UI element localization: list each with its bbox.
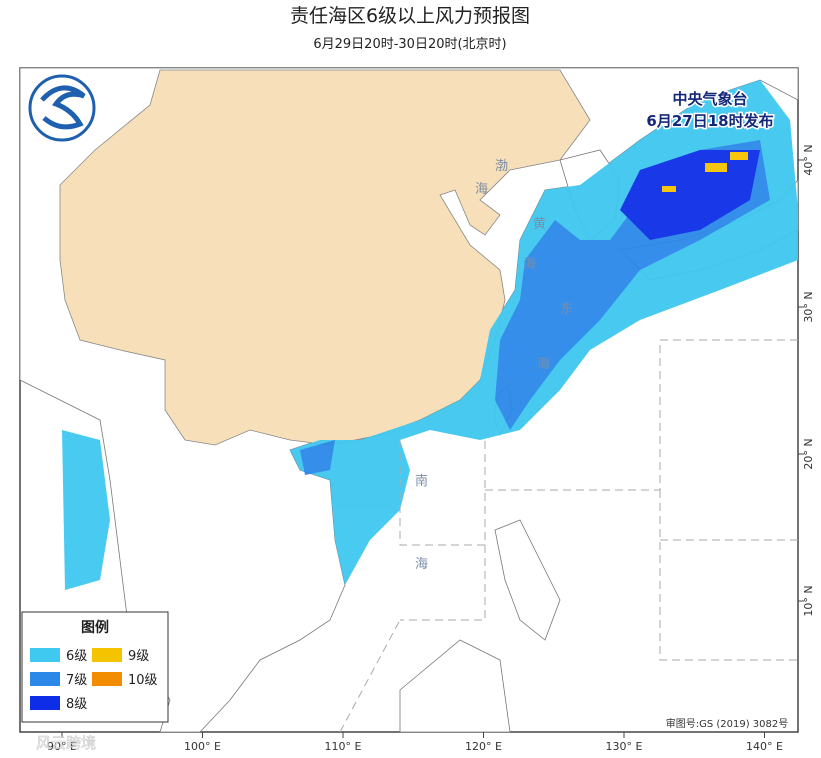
sea-label: 海 <box>523 257 536 272</box>
map-number: 审图号:GS (2019) 3082号 <box>666 717 789 730</box>
watermark: 风云跨境 <box>36 734 96 752</box>
sea-label: 黄 <box>533 217 546 232</box>
legend-swatch <box>92 672 122 686</box>
legend-swatch <box>92 648 122 662</box>
legend-swatch <box>30 648 60 662</box>
wind-area-6 <box>62 430 110 590</box>
longitude-label: 90° E <box>47 740 77 753</box>
longitude-label: 110° E <box>325 740 362 753</box>
legend-label: 9级 <box>128 649 149 664</box>
legend-label: 8级 <box>66 697 87 712</box>
longitude-labels: 90° E 100° E 110° E 120° E 130° E 140° E <box>47 732 783 753</box>
longitude-label: 140° E <box>746 740 783 753</box>
sea-label: 海 <box>475 182 488 197</box>
legend-label: 7级 <box>66 673 87 688</box>
issue-time: 6月27日18时发布 <box>646 112 773 130</box>
map: 渤 海 黄 海 东 海 南 海 中央气象台 6月27日18时发布 审图号:GS … <box>19 67 799 733</box>
wind-area-9 <box>705 163 727 172</box>
subtitle: 6月29日20时-30日20时(北京时) <box>313 37 506 52</box>
title: 责任海区6级以上风力预报图 <box>290 5 530 27</box>
sea-label: 东 <box>560 302 573 317</box>
latitude-label: 20° N <box>802 438 815 469</box>
legend-label: 6级 <box>66 649 87 664</box>
legend-swatch <box>30 672 60 686</box>
legend-label: 10级 <box>128 673 158 688</box>
wind-area-7 <box>300 440 335 475</box>
legend: 图例 6级 7级 8级 9级 10级 <box>21 611 169 723</box>
longitude-label: 100° E <box>184 740 221 753</box>
longitude-label: 120° E <box>465 740 502 753</box>
philippines <box>494 519 561 641</box>
wind-area-9 <box>662 186 676 192</box>
legend-title: 图例 <box>81 619 109 636</box>
longitude-label: 130° E <box>606 740 643 753</box>
legend-swatch <box>30 696 60 710</box>
latitude-label: 30° N <box>802 291 815 322</box>
latitude-labels: 40° N 30° N 20° N 10° N <box>798 144 815 617</box>
wind-areas <box>62 80 798 590</box>
sea-label: 海 <box>537 357 550 372</box>
sea-label: 南 <box>415 473 428 489</box>
latitude-label: 10° N <box>802 585 815 616</box>
sea-label: 渤 <box>495 158 508 174</box>
logo <box>28 74 96 142</box>
issuer-name: 中央气象台 <box>672 90 747 108</box>
graticule <box>339 339 798 733</box>
wind-area-9 <box>730 152 748 160</box>
wind-area-8 <box>620 150 760 240</box>
sea-label: 海 <box>415 557 428 572</box>
borneo <box>399 639 511 733</box>
latitude-label: 40° N <box>802 144 815 175</box>
